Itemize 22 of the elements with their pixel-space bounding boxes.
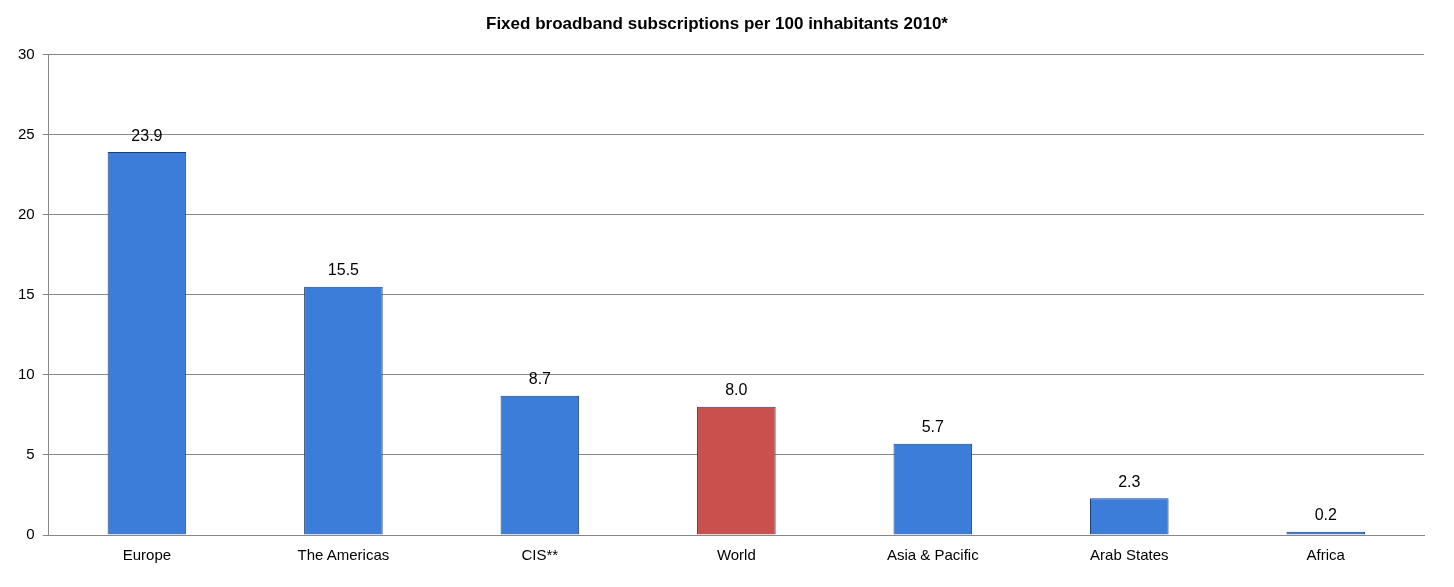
y-tick-label: 30 [18, 44, 35, 62]
y-tick-label: 10 [18, 364, 35, 382]
x-tick-label: Europe [122, 546, 172, 564]
x-tick-label: World [716, 546, 756, 564]
data-label: 8.0 [725, 381, 748, 399]
y-tick-label: 20 [18, 204, 35, 222]
data-label: 5.7 [921, 418, 945, 436]
y-tick-label: 0 [26, 525, 35, 543]
x-tick-label: Africa [1306, 546, 1346, 564]
x-tick-label: The Americas [297, 546, 390, 564]
data-label: 0.2 [1314, 506, 1337, 524]
x-tick-label: Asia & Pacific [886, 546, 980, 564]
chart-title: Fixed broadband subscriptions per 100 inhabitants 2010* [486, 13, 949, 33]
y-tick-label: 15 [18, 284, 35, 302]
data-label: 15.5 [327, 261, 360, 279]
y-tick-label: 25 [18, 124, 35, 142]
data-label: 23.9 [131, 126, 163, 144]
x-tick-label: Arab States [1090, 546, 1169, 564]
data-label: 2.3 [1118, 472, 1141, 490]
data-label: 8.7 [528, 370, 552, 388]
x-tick-label: CIS** [521, 546, 559, 564]
y-tick-label: 5 [26, 445, 35, 463]
